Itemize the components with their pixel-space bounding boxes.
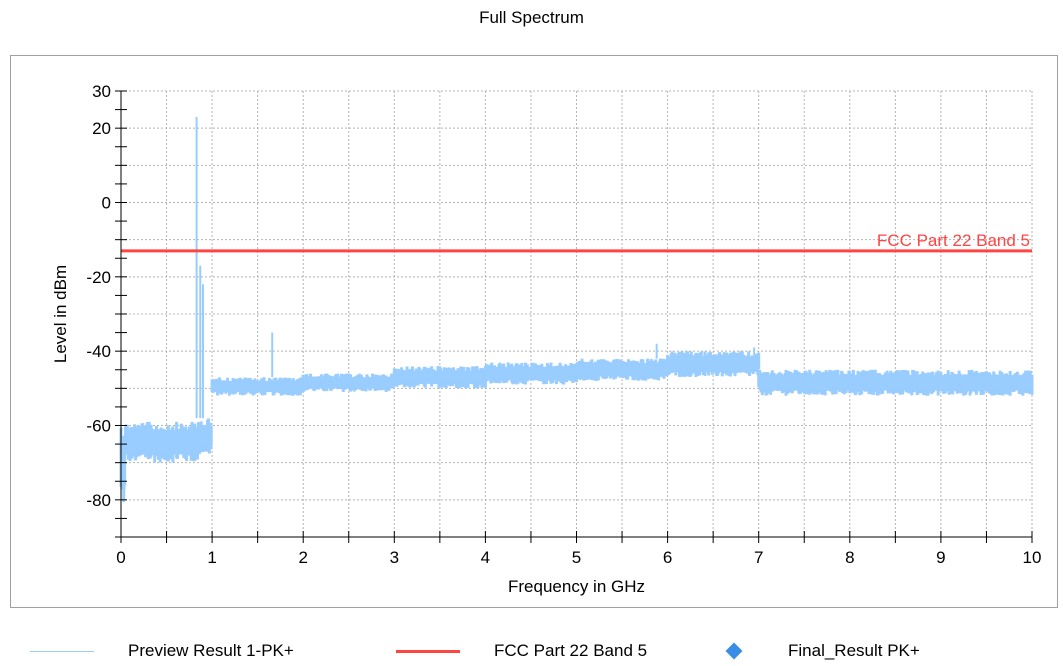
y-tick-label: 0 (102, 194, 111, 213)
x-tick-label: 8 (845, 548, 854, 567)
grid-layer (120, 90, 1033, 538)
y-tick-label: 20 (92, 119, 111, 138)
legend-swatch-line (396, 649, 460, 653)
label-layer: FCC Part 22 Band 5 30 20 0 -20 -40 -60 -80 0 1 2 3 4… (51, 82, 1041, 596)
chart-svg: FCC Part 22 Band 5 30 20 0 -20 -40 -60 -80 0 1 2 3 4… (51, 82, 1041, 596)
preview-trace-band (667, 356, 759, 372)
x-tick-label: 5 (572, 548, 581, 567)
preview-trace-band (576, 363, 668, 377)
preview-trace-band (485, 366, 577, 381)
x-axis-title: Frequency in GHz (508, 577, 645, 596)
legend-item: Final_Result PK+ (710, 636, 920, 666)
y-tick-label: 30 (92, 82, 111, 101)
x-tick-label: 7 (754, 548, 763, 567)
limit-line-label: FCC Part 22 Band 5 (877, 231, 1030, 250)
legend: Preview Result 1-PK+ FCC Part 22 Band 5 Fi… (0, 636, 1063, 666)
preview-trace-band (125, 429, 199, 455)
preview-trace-band (303, 377, 395, 389)
y-tick-label: -40 (86, 342, 111, 361)
legend-label: FCC Part 22 Band 5 (494, 641, 648, 660)
chart-frame: FCC Part 22 Band 5 30 20 0 -20 -40 -60 -80 0 1 2 3 4… (10, 55, 1058, 608)
x-tick-label: 3 (390, 548, 399, 567)
legend-swatch-diamond (725, 642, 743, 660)
legend-item: Preview Result 1-PK+ (30, 636, 294, 666)
legend-item: FCC Part 22 Band 5 (396, 636, 647, 666)
y-tick-label: -20 (86, 268, 111, 287)
preview-trace-band (394, 370, 486, 384)
preview-trace-band (758, 374, 1032, 391)
x-tick-label: 1 (207, 548, 216, 567)
x-tick-label: 6 (663, 548, 672, 567)
x-tick-label: 4 (481, 548, 490, 567)
axis-layer (115, 90, 1033, 543)
y-tick-label: -80 (86, 491, 111, 510)
y-axis-title: Level in dBm (51, 265, 70, 363)
x-tick-label: 9 (936, 548, 945, 567)
x-tick-label: 0 (116, 548, 125, 567)
chart-title: Full Spectrum (479, 8, 584, 27)
y-tick-label: -60 (86, 417, 111, 436)
preview-trace-band (212, 380, 304, 393)
x-tick-label: 10 (1023, 548, 1042, 567)
preview-trace-band (198, 425, 213, 448)
x-tick-label: 2 (298, 548, 307, 567)
legend-label: Final_Result PK+ (788, 641, 920, 660)
legend-swatch-line (30, 650, 94, 652)
legend-label: Preview Result 1-PK+ (128, 641, 294, 660)
